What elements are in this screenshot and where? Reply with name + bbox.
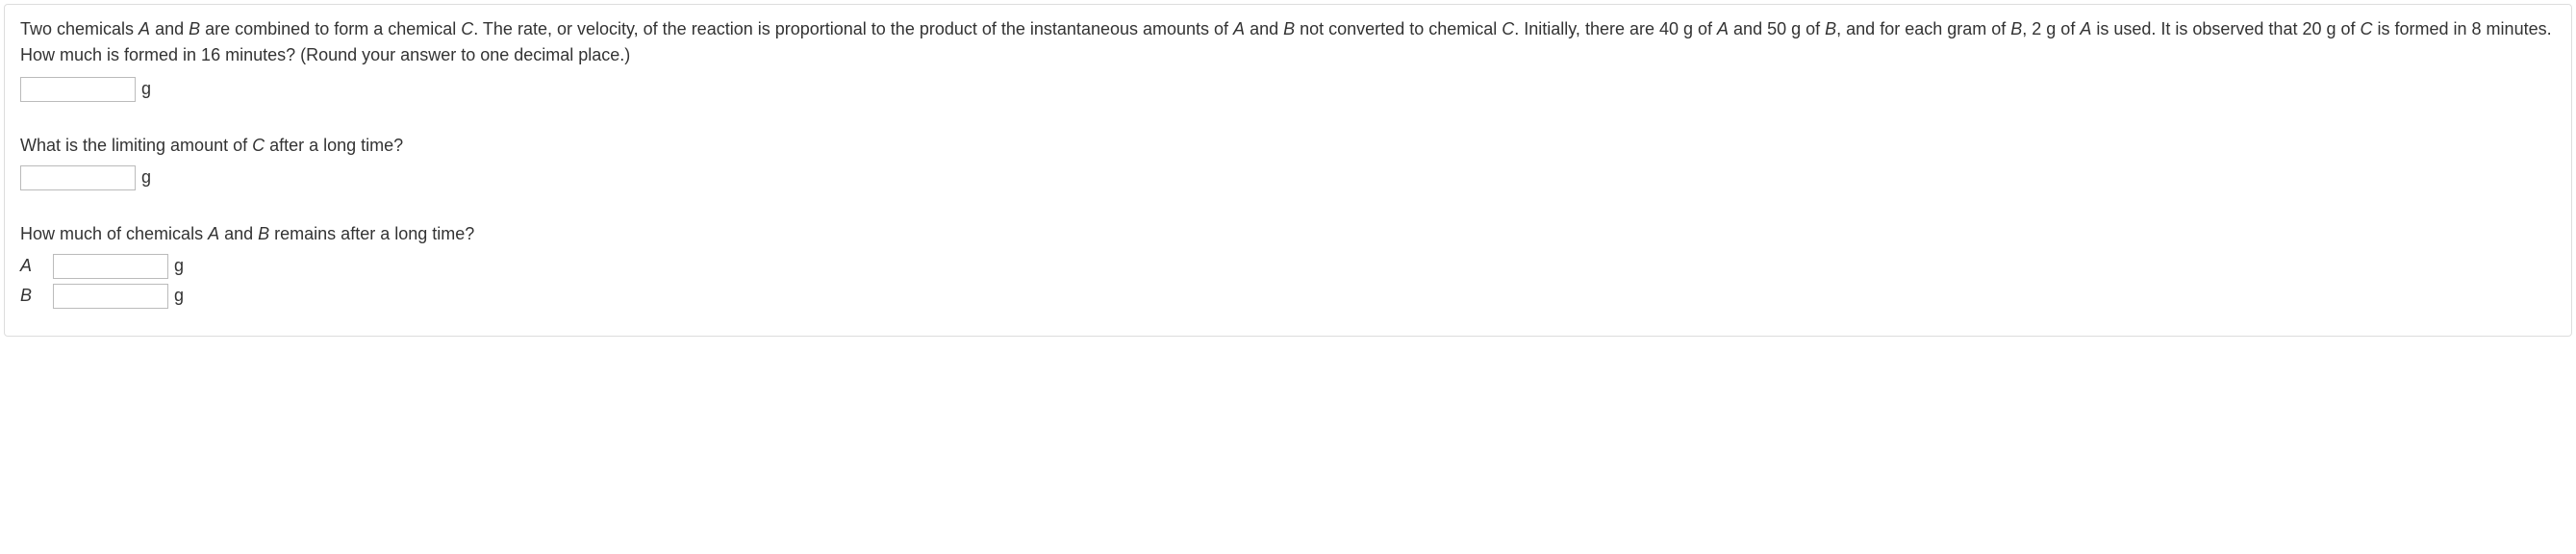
answer-row-limiting-c: g — [20, 164, 2556, 190]
answer-row-b: B g — [20, 283, 2556, 309]
problem-container: Two chemicals A and B are combined to fo… — [4, 4, 2572, 337]
question-remaining-ab: How much of chemicals A and B remains af… — [20, 221, 2556, 247]
problem-statement: Two chemicals A and B are combined to fo… — [20, 16, 2556, 68]
question-limiting-c-text: What is the limiting amount of C after a… — [20, 136, 403, 155]
unit-a: g — [174, 253, 184, 279]
label-b: B — [20, 283, 47, 309]
problem-text-content: Two chemicals A and B are combined to fo… — [20, 19, 2552, 64]
input-limiting-c[interactable] — [20, 165, 136, 190]
input-b-remaining[interactable] — [53, 284, 168, 309]
label-a: A — [20, 253, 47, 279]
input-a-remaining[interactable] — [53, 254, 168, 279]
question-limiting-c: What is the limiting amount of C after a… — [20, 133, 2556, 159]
question-remaining-ab-text: How much of chemicals A and B remains af… — [20, 224, 474, 243]
unit-limiting-c: g — [141, 164, 151, 190]
answer-row-a: A g — [20, 253, 2556, 279]
unit-b: g — [174, 283, 184, 309]
input-c-at-16[interactable] — [20, 77, 136, 102]
unit-c16: g — [141, 76, 151, 102]
answer-row-c16: g — [20, 76, 2556, 102]
